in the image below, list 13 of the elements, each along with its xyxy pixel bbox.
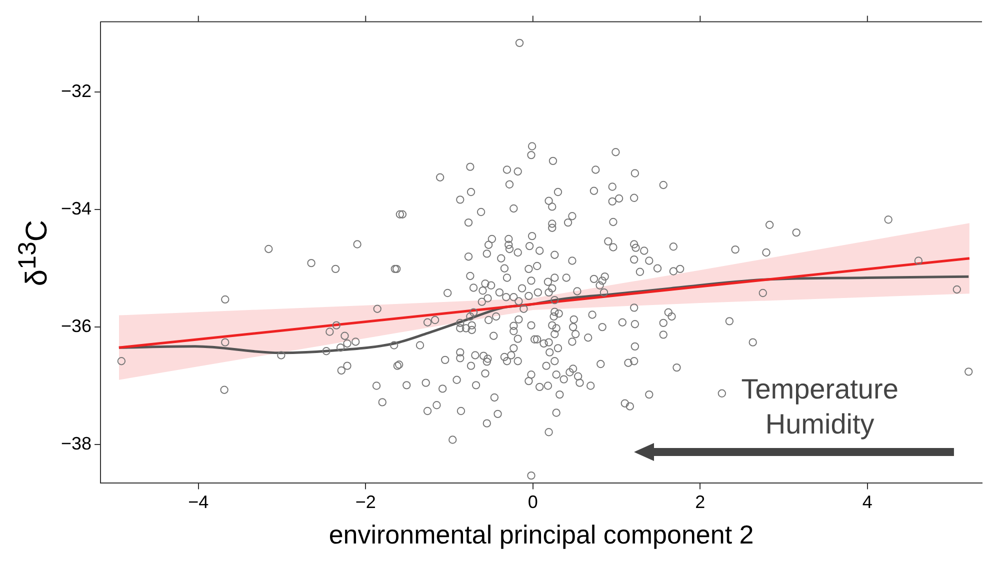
y-tick-label: −38	[60, 433, 92, 454]
y-tick-label: −32	[60, 81, 92, 102]
x-tick-label: 0	[528, 492, 538, 512]
annotation: Humidity	[765, 408, 874, 440]
x-tick-label: 4	[862, 492, 872, 512]
y-tick-label: −34	[60, 198, 92, 219]
x-tick-label: −2	[355, 492, 376, 512]
annotation: Temperature	[741, 374, 898, 405]
x-tick-label: 2	[695, 492, 706, 512]
x-tick-label: −4	[188, 492, 209, 512]
line-series	[118, 257, 971, 349]
y-tick-label: −36	[60, 316, 92, 336]
x-axis-title: environmental principal component 2	[328, 520, 754, 550]
